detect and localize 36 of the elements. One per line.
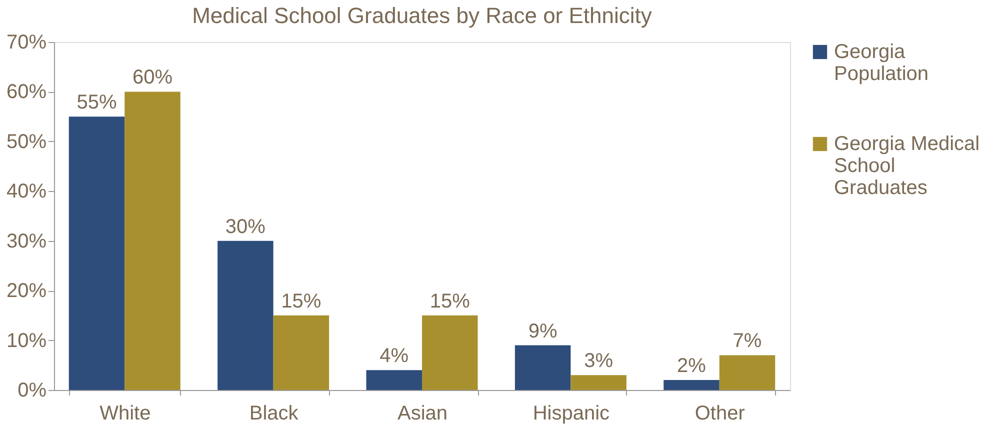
bar	[273, 315, 330, 390]
data-label: 15%	[281, 290, 322, 312]
bar	[218, 240, 274, 390]
y-tick-label: 70%	[6, 32, 47, 54]
y-tick-label: 60%	[6, 81, 47, 104]
data-label: 3%	[584, 350, 614, 372]
bar	[366, 370, 422, 390]
data-label: 30%	[225, 216, 266, 238]
x-tick-label: Hispanic	[532, 402, 610, 424]
data-label: 2%	[677, 355, 706, 378]
x-tick-label: Other	[694, 402, 746, 424]
legend-label: Georgia Medical School Graduates	[834, 133, 980, 199]
y-tick-label: 40%	[6, 180, 47, 203]
y-tick-label: 30%	[6, 230, 47, 252]
bar	[664, 380, 720, 390]
bar	[570, 375, 626, 390]
y-tick-label: 50%	[6, 130, 47, 153]
data-label: 15%	[430, 290, 470, 312]
data-label: 60%	[132, 66, 173, 89]
bar	[719, 355, 776, 390]
bar	[514, 345, 571, 390]
data-label: 4%	[380, 345, 409, 368]
data-label: 9%	[528, 320, 558, 342]
x-tick-label: Asian	[397, 402, 448, 424]
y-tick-label: 10%	[6, 330, 47, 352]
x-tick-label: Black	[249, 402, 300, 424]
data-label: 55%	[76, 92, 117, 114]
bar	[68, 116, 125, 390]
bar	[124, 92, 180, 390]
bar	[422, 315, 478, 390]
data-label: 7%	[732, 330, 762, 352]
y-tick-label: 20%	[6, 280, 47, 302]
x-tick-label: White	[100, 402, 151, 424]
legend-label: Georgia Population	[834, 41, 929, 85]
y-tick-label: 0%	[18, 380, 47, 402]
chart-title: Medical School Graduates by Race or Ethnicity	[192, 3, 652, 28]
